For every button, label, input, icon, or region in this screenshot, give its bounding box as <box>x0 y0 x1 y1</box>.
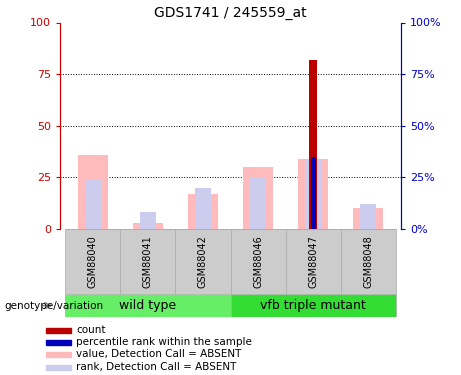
Text: value, Detection Call = ABSENT: value, Detection Call = ABSENT <box>76 350 242 359</box>
Bar <box>230 294 396 317</box>
Bar <box>285 229 341 294</box>
Bar <box>133 223 163 229</box>
Bar <box>353 208 383 229</box>
Bar <box>341 229 396 294</box>
Text: genotype/variation: genotype/variation <box>5 301 104 310</box>
Bar <box>65 229 120 294</box>
Bar <box>311 157 315 229</box>
Text: percentile rank within the sample: percentile rank within the sample <box>76 338 252 347</box>
Bar <box>188 194 218 229</box>
Bar <box>309 60 317 229</box>
Text: GSM88048: GSM88048 <box>363 235 373 288</box>
Text: vfb triple mutant: vfb triple mutant <box>260 299 366 312</box>
Bar <box>140 212 156 229</box>
Text: rank, Detection Call = ABSENT: rank, Detection Call = ABSENT <box>76 362 236 372</box>
Text: GSM88046: GSM88046 <box>253 235 263 288</box>
Text: count: count <box>76 326 106 335</box>
Bar <box>195 188 211 229</box>
Bar <box>46 352 71 357</box>
Text: GSM88047: GSM88047 <box>308 235 318 288</box>
Bar <box>46 328 71 333</box>
Text: GSM88040: GSM88040 <box>88 235 98 288</box>
Bar <box>65 294 230 317</box>
Bar <box>361 204 376 229</box>
Text: GSM88042: GSM88042 <box>198 235 208 288</box>
Bar <box>230 229 285 294</box>
Bar <box>46 340 71 345</box>
Title: GDS1741 / 245559_at: GDS1741 / 245559_at <box>154 6 307 20</box>
Bar <box>305 159 321 229</box>
Bar <box>120 229 176 294</box>
Bar <box>46 364 71 370</box>
Text: wild type: wild type <box>119 299 177 312</box>
Text: GSM88041: GSM88041 <box>143 235 153 288</box>
Bar <box>85 179 100 229</box>
Bar <box>298 159 328 229</box>
Bar <box>243 167 273 229</box>
Bar <box>78 154 108 229</box>
Bar <box>250 177 266 229</box>
Bar <box>176 229 230 294</box>
